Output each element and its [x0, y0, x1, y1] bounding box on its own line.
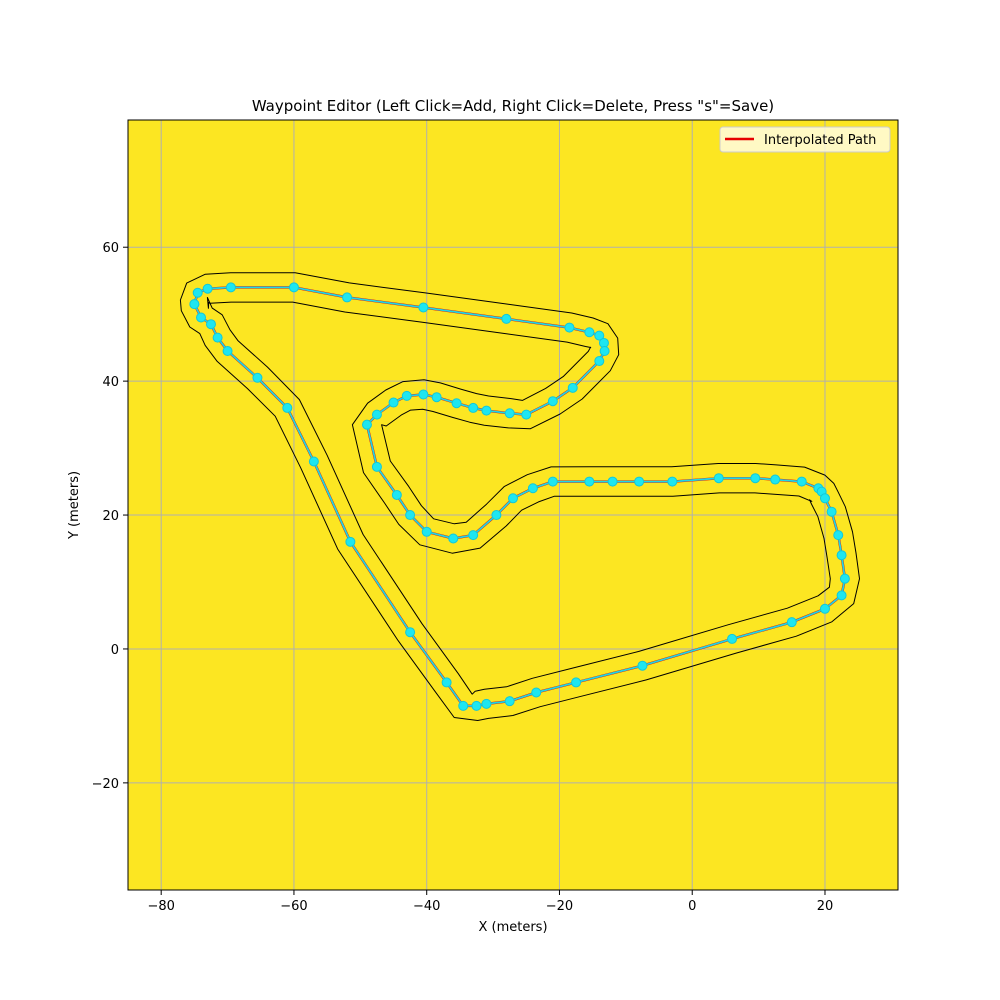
waypoint-marker[interactable]	[282, 402, 293, 413]
waypoint-marker[interactable]	[342, 292, 353, 303]
waypoint-marker[interactable]	[451, 398, 462, 409]
waypoint-marker[interactable]	[431, 392, 442, 403]
waypoint-marker[interactable]	[202, 283, 213, 294]
waypoint-marker[interactable]	[750, 473, 761, 484]
waypoint-marker[interactable]	[418, 302, 429, 313]
waypoint-marker[interactable]	[564, 322, 575, 333]
waypoint-marker[interactable]	[547, 476, 558, 487]
y-tick-label: 40	[102, 375, 119, 390]
waypoint-marker[interactable]	[371, 409, 382, 420]
waypoint-marker[interactable]	[594, 330, 605, 341]
plot-frame	[127, 119, 899, 891]
waypoint-marker[interactable]	[481, 698, 492, 709]
waypoint-marker[interactable]	[481, 405, 492, 416]
waypoint-marker[interactable]	[527, 483, 538, 494]
x-tick-label: −40	[413, 899, 440, 914]
chart-title: Waypoint Editor (Left Click=Add, Right C…	[252, 97, 774, 115]
legend-label-interpolated-path: Interpolated Path	[764, 133, 876, 148]
waypoint-marker[interactable]	[252, 372, 263, 383]
grid-lines	[128, 120, 898, 890]
waypoint-marker[interactable]	[405, 510, 416, 521]
waypoint-marker[interactable]	[222, 346, 233, 356]
waypoint-marker[interactable]	[504, 408, 515, 419]
waypoint-marker[interactable]	[567, 382, 578, 393]
waypoint-marker[interactable]	[819, 493, 830, 504]
waypoint-marker[interactable]	[361, 419, 372, 430]
plot-area[interactable]	[128, 120, 898, 890]
waypoint-marker[interactable]	[212, 332, 223, 343]
waypoint-marker[interactable]	[205, 319, 216, 330]
waypoint-marker[interactable]	[288, 282, 299, 293]
waypoint-marker[interactable]	[607, 476, 618, 487]
waypoint-marker[interactable]	[192, 287, 203, 298]
waypoint-marker[interactable]	[458, 700, 469, 711]
waypoint-marker[interactable]	[571, 677, 582, 688]
waypoint-marker[interactable]	[448, 533, 459, 544]
legend: Interpolated Path	[719, 126, 891, 153]
waypoint-marker[interactable]	[491, 510, 502, 521]
y-axis-ticks: −20 0 20 40 60	[92, 241, 128, 792]
y-tick-label: 20	[102, 509, 119, 524]
waypoint-marker[interactable]	[345, 536, 356, 547]
waypoint-marker[interactable]	[401, 390, 412, 401]
waypoint-marker[interactable]	[713, 473, 724, 484]
waypoint-marker[interactable]	[468, 530, 479, 541]
waypoint-marker[interactable]	[547, 396, 558, 407]
waypoint-marker[interactable]	[421, 526, 432, 537]
waypoint-marker[interactable]	[189, 299, 200, 310]
waypoint-marker[interactable]	[531, 687, 542, 698]
waypoint-marker[interactable]	[441, 677, 452, 688]
waypoint-marker[interactable]	[836, 590, 847, 601]
waypoint-marker[interactable]	[637, 660, 648, 671]
waypoint-marker[interactable]	[584, 327, 595, 338]
waypoint-marker[interactable]	[388, 397, 399, 408]
x-tick-label: −80	[147, 899, 174, 914]
x-tick-label: 0	[688, 899, 696, 914]
legend-box	[719, 126, 891, 153]
x-tick-label: −60	[280, 899, 307, 914]
waypoint-marker[interactable]	[418, 389, 429, 400]
waypoint-marker[interactable]	[727, 633, 738, 644]
waypoint-marker[interactable]	[196, 312, 207, 323]
waypoint-marker[interactable]	[819, 603, 830, 614]
track-boundary-outer	[206, 297, 831, 695]
waypoint-marker[interactable]	[667, 476, 678, 487]
waypoint-marker[interactable]	[599, 346, 610, 356]
waypoint-marker[interactable]	[634, 476, 645, 487]
waypoint-marker[interactable]	[504, 696, 515, 707]
waypoint-marker[interactable]	[308, 456, 319, 467]
waypoint-markers	[189, 282, 850, 711]
track-boundary-inner	[179, 272, 860, 721]
waypoint-marker[interactable]	[405, 627, 416, 638]
x-axis-ticks: −80 −60 −40 −20 0 20	[147, 890, 833, 914]
waypoint-marker[interactable]	[225, 282, 236, 293]
y-tick-label: 60	[102, 241, 119, 256]
x-tick-label: −20	[546, 899, 573, 914]
waypoint-marker[interactable]	[770, 474, 781, 485]
waypoint-marker[interactable]	[468, 402, 479, 413]
y-tick-label: −20	[92, 777, 119, 792]
waypoint-marker[interactable]	[839, 573, 850, 584]
waypoint-marker[interactable]	[836, 550, 847, 561]
waypoint-marker[interactable]	[371, 461, 382, 472]
waypoint-marker[interactable]	[501, 313, 512, 324]
waypoint-marker[interactable]	[508, 493, 518, 504]
track-outline	[179, 272, 860, 721]
waypoint-marker[interactable]	[786, 617, 797, 628]
waypoint-marker[interactable]	[826, 506, 837, 517]
waypoint-marker[interactable]	[594, 356, 605, 367]
waypoint-marker[interactable]	[521, 409, 532, 420]
waypoint-marker[interactable]	[833, 530, 844, 541]
waypoint-marker[interactable]	[796, 476, 807, 487]
x-axis-label: X (meters)	[478, 920, 547, 935]
waypoint-marker[interactable]	[584, 476, 595, 487]
waypoint-marker[interactable]	[471, 700, 482, 711]
y-tick-label: 0	[111, 643, 119, 658]
y-axis-label: Y (meters)	[67, 471, 82, 540]
waypoint-marker[interactable]	[391, 489, 402, 500]
x-tick-label: 20	[817, 899, 834, 914]
